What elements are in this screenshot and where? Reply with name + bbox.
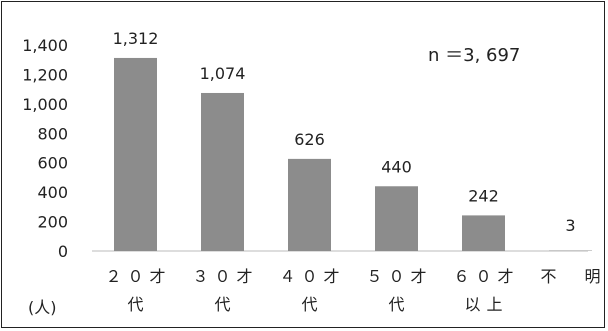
category-label: ６０才 bbox=[453, 267, 519, 286]
data-label: 626 bbox=[294, 130, 325, 149]
data-label: 1,312 bbox=[113, 29, 159, 48]
category-label: 不 明 bbox=[540, 267, 606, 286]
category-label: 代 bbox=[214, 295, 236, 314]
bar bbox=[375, 186, 418, 251]
y-axis-ticks: 0 200 400 600 800 1,000 1,200 1,400 bbox=[22, 36, 68, 261]
data-label: 1,074 bbox=[200, 64, 246, 83]
unit-label: (人) bbox=[28, 298, 57, 317]
data-label: 3 bbox=[565, 216, 575, 235]
category-label: ３０才 bbox=[192, 267, 258, 286]
category-label: ２０才 bbox=[105, 267, 171, 286]
y-tick-label: 1,000 bbox=[22, 95, 68, 114]
bar bbox=[201, 92, 244, 252]
category-label: 以上 bbox=[464, 295, 508, 314]
y-tick-label: 800 bbox=[37, 124, 68, 143]
y-tick-label: 600 bbox=[37, 154, 68, 173]
category-label: 代 bbox=[388, 295, 410, 314]
data-label: 440 bbox=[381, 157, 412, 176]
y-tick-label: 200 bbox=[37, 213, 68, 232]
data-labels-group: 1,312 1,074 626 440 242 3 bbox=[113, 29, 576, 235]
sample-size-box bbox=[405, 36, 575, 74]
category-label: ５０才 bbox=[366, 267, 432, 286]
data-label: 242 bbox=[468, 186, 499, 205]
bar bbox=[288, 158, 331, 251]
y-tick-label: 1,400 bbox=[22, 36, 68, 55]
y-tick-label: 0 bbox=[58, 242, 68, 261]
category-label: 代 bbox=[301, 295, 323, 314]
bar bbox=[114, 57, 157, 251]
sample-size-annotation: n ＝3, 697 bbox=[428, 45, 520, 66]
category-label: 代 bbox=[127, 295, 149, 314]
bars-group bbox=[114, 57, 592, 252]
category-label: ４０才 bbox=[279, 267, 345, 286]
bar bbox=[462, 215, 505, 251]
y-tick-label: 1,200 bbox=[22, 65, 68, 84]
y-tick-label: 400 bbox=[37, 183, 68, 202]
